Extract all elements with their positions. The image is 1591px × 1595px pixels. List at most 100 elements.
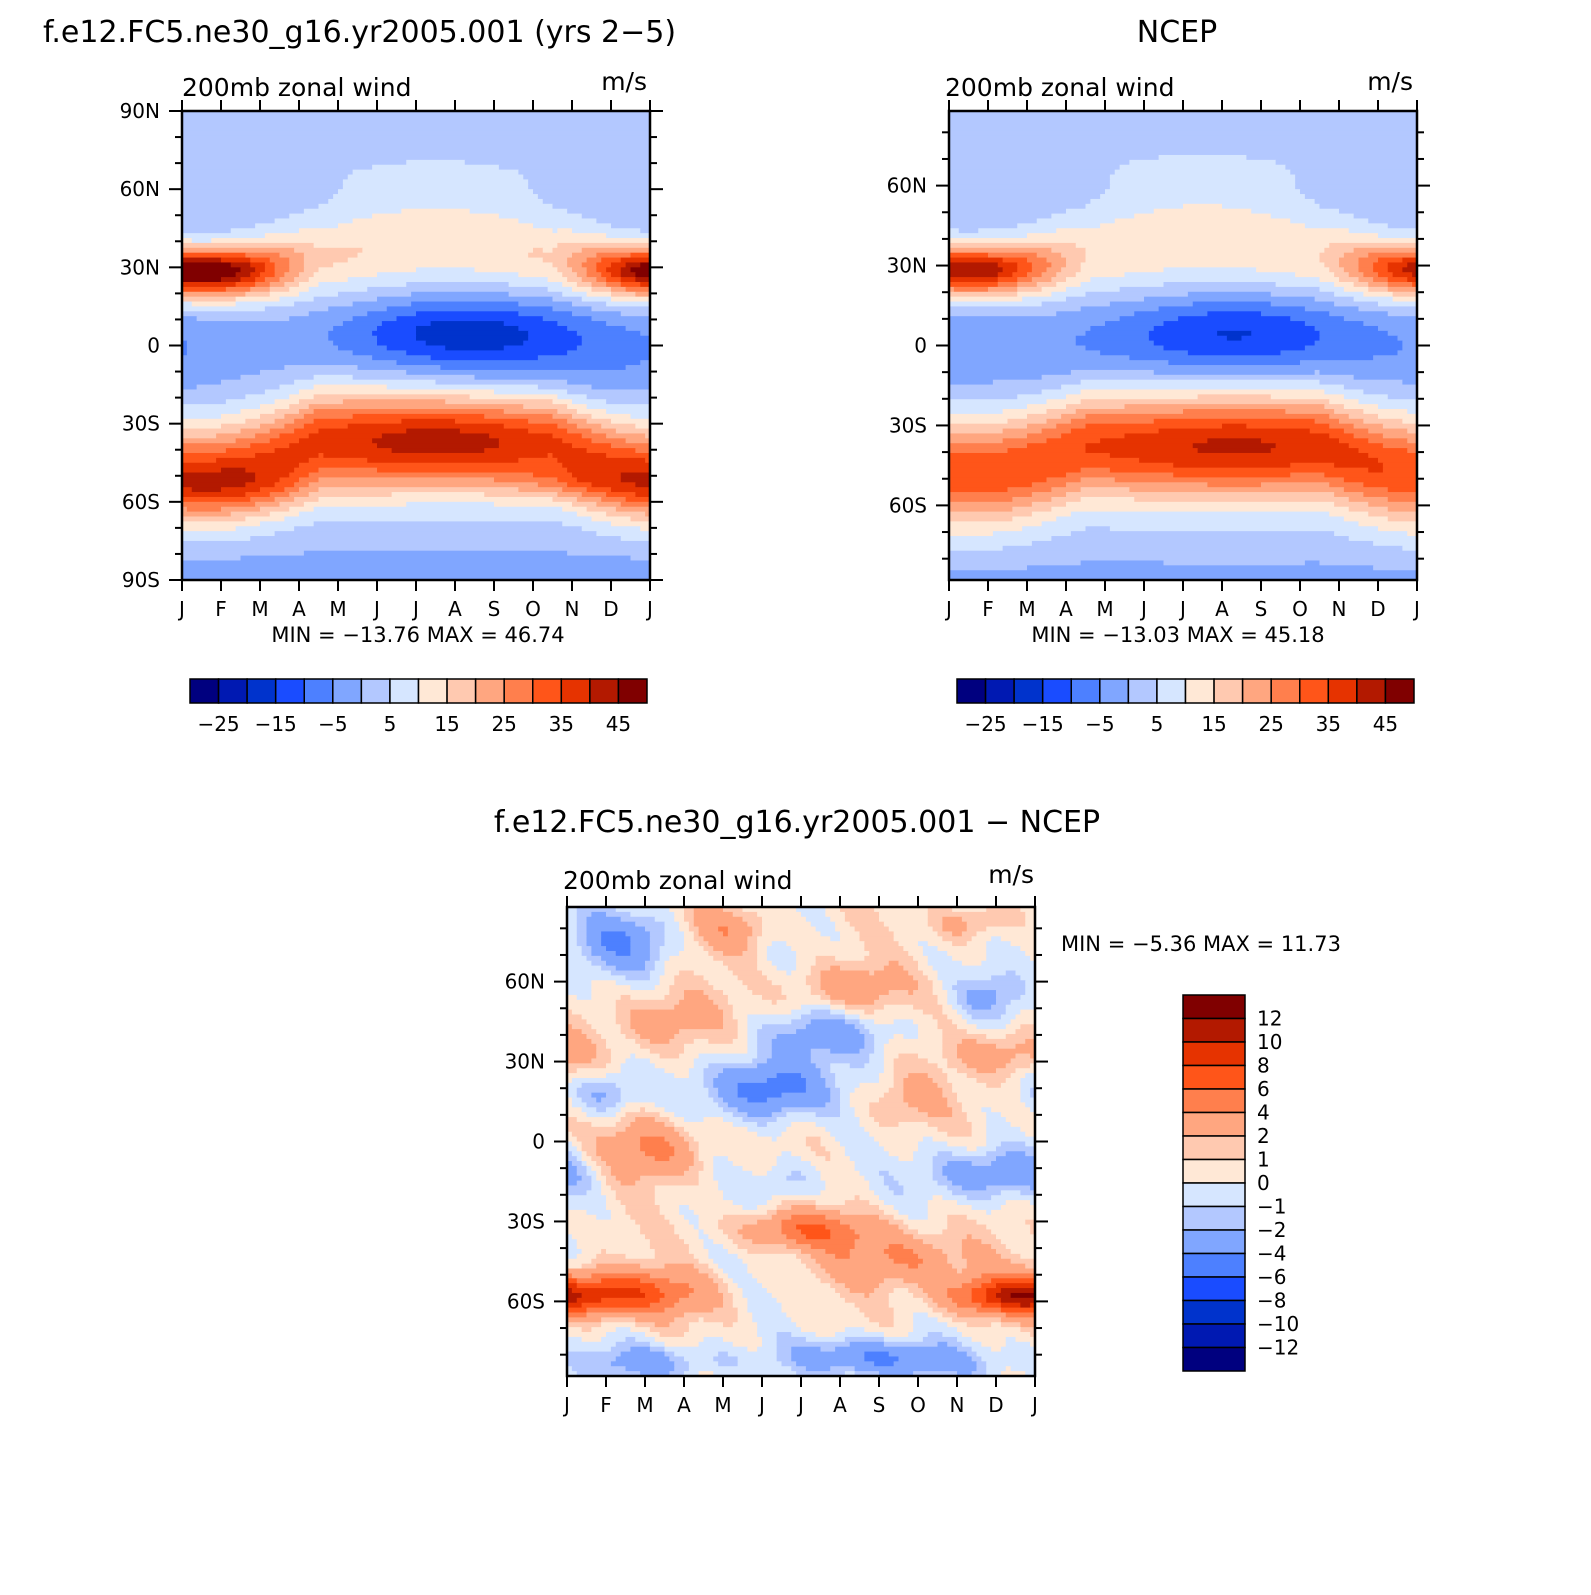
contour-cell: [757, 1278, 822, 1284]
contour-cell: [747, 1097, 768, 1104]
contour-cell: [1015, 1014, 1036, 1020]
contour-cell: [949, 555, 1418, 562]
contour-cell: [952, 1263, 968, 1270]
contour-cell: [182, 492, 246, 498]
contour-cell: [893, 1312, 914, 1318]
contour-cell: [903, 1087, 943, 1094]
contour-cell: [552, 452, 607, 459]
contour-cell: [654, 1117, 670, 1123]
contour-cell: [518, 272, 563, 278]
contour-cell: [693, 1253, 709, 1260]
contour-cell: [1085, 252, 1321, 259]
contour-cell: [908, 1214, 929, 1221]
contour-cell: [957, 994, 968, 1001]
contour-cell: [601, 965, 617, 972]
contour-cell: [791, 1170, 802, 1177]
contour-cell: [949, 125, 1418, 132]
contour-cell: [791, 1351, 865, 1358]
contour-cell: [1005, 1151, 1026, 1157]
contour-cell: [820, 970, 870, 976]
contour-cell: [1270, 301, 1335, 308]
contour-cell: [932, 1244, 963, 1250]
contour-cell: [654, 1336, 705, 1343]
contour-cell: [693, 921, 748, 928]
contour-cell: [810, 1146, 826, 1152]
contour-cell: [299, 399, 344, 405]
contour-cell: [669, 1371, 685, 1377]
contour-cell: [971, 1278, 992, 1284]
contour-cell: [1066, 472, 1174, 479]
contour-cell: [815, 1332, 836, 1338]
contour-cell: [308, 311, 368, 317]
contour-cell: [893, 1063, 939, 1069]
contour-cell: [840, 931, 861, 937]
contour-cell: [576, 1068, 622, 1074]
contour-cell: [567, 1234, 573, 1240]
contour-cell: [949, 462, 1174, 469]
contour-cell: [1005, 1034, 1036, 1040]
contour-cell: [1348, 496, 1389, 503]
contour-cell: [1412, 281, 1418, 288]
contour-cell: [971, 1356, 982, 1362]
contour-cell: [776, 1117, 861, 1123]
contour-cell: [927, 1292, 948, 1299]
contour-cell: [567, 404, 588, 410]
contour-cell: [620, 536, 651, 542]
contour-cell: [1314, 369, 1321, 376]
contour-cell: [630, 985, 656, 991]
contour-cell: [844, 1297, 890, 1304]
contour-cell: [649, 946, 661, 952]
contour-cell: [576, 1278, 602, 1284]
contour-cell: [606, 1038, 636, 1045]
contour-cell: [581, 1014, 617, 1020]
contour-cell: [581, 433, 607, 439]
contour-cell: [1124, 404, 1325, 410]
contour-cell: [947, 1253, 963, 1260]
contour-cell: [888, 1297, 924, 1304]
contour-cell: [864, 1126, 939, 1133]
contour-cell: [1046, 257, 1067, 264]
panel-ncep-title: NCEP: [1137, 15, 1217, 50]
contour-cell: [182, 301, 193, 308]
contour-cell: [1368, 218, 1418, 224]
contour-cell: [182, 443, 251, 449]
contour-cell: [893, 1322, 914, 1328]
contour-cell: [562, 291, 588, 298]
contour-cell: [742, 1224, 783, 1231]
contour-cell: [986, 1034, 1007, 1040]
contour-cell: [879, 911, 929, 918]
contour-cell: [567, 994, 578, 1001]
contour-cell: [786, 994, 822, 1001]
contour-cell: [318, 467, 378, 474]
contour-cell: [664, 1263, 695, 1270]
contour-cell: [601, 1097, 622, 1104]
contour-cell: [664, 970, 680, 976]
contour-cell: [1020, 1009, 1036, 1016]
contour-cell: [1000, 1253, 1021, 1260]
contour-cell: [1382, 423, 1418, 430]
contour-cell: [1066, 277, 1091, 283]
contour-cell: [182, 467, 222, 474]
contour-cell: [1017, 277, 1033, 283]
contour-cell: [523, 174, 651, 180]
contour-cell: [299, 487, 320, 493]
contour-cell: [949, 575, 1418, 581]
colorbar-label: −10: [1257, 1312, 1299, 1336]
contour-cell: [1343, 428, 1369, 435]
contour-cell: [567, 1097, 573, 1104]
contour-cell: [1109, 526, 1379, 532]
contour-cell: [537, 482, 568, 488]
contour-cell: [567, 1014, 583, 1020]
contour-cell: [182, 140, 651, 146]
contour-cell: [552, 306, 593, 312]
contour-cell: [932, 985, 943, 991]
contour-cell: [918, 1053, 943, 1060]
contour-cell: [918, 1029, 943, 1035]
contour-cell: [893, 1214, 909, 1221]
contour-cell: [679, 1234, 700, 1240]
contour-cell: [737, 1244, 787, 1250]
contour-cell: [182, 521, 261, 527]
contour-cell: [966, 1112, 987, 1118]
contour-cell: [723, 907, 744, 913]
